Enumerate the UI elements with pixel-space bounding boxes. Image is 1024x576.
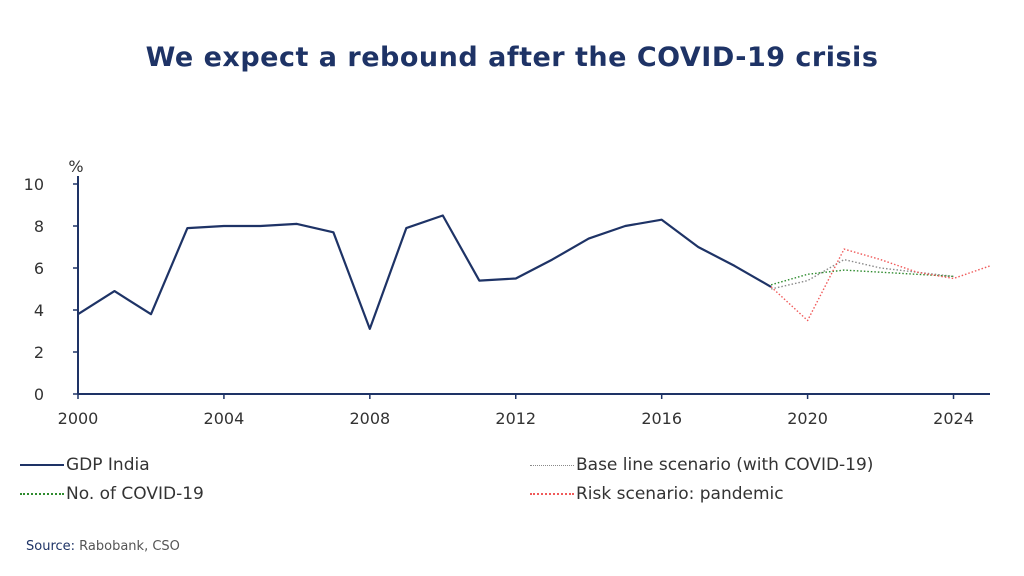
chart-title: We expect a rebound after the COVID-19 c…: [145, 42, 879, 73]
y-axis-unit-label: %: [68, 157, 83, 176]
legend-swatch-covid: [20, 493, 64, 495]
series-line-covid: [770, 269, 954, 286]
legend-label-gdp: GDP India: [66, 455, 150, 475]
y-tick-label: 10: [24, 175, 44, 194]
x-tick-label: 2016: [641, 409, 682, 428]
legend-swatch-base: [530, 464, 574, 466]
x-tick-label: 2008: [349, 409, 390, 428]
source-note: Source: Rabobank, CSO: [26, 539, 180, 554]
legend-item-covid: No. of COVID-19: [20, 484, 204, 504]
y-tick-label: 8: [34, 217, 44, 236]
x-tick-label: 2020: [787, 409, 828, 428]
y-tick-label: 0: [34, 385, 44, 404]
source-text: Rabobank, CSO: [75, 539, 180, 554]
x-tick-label: 2024: [933, 409, 974, 428]
y-tick-label: 2: [34, 343, 44, 362]
y-tick-label: 4: [34, 301, 44, 320]
series-line-base-line: [770, 258, 954, 290]
legend-label-risk: Risk scenario: pandemic: [576, 484, 784, 504]
legend-label-covid: No. of COVID-19: [66, 484, 204, 504]
x-tick-label: 2012: [495, 409, 536, 428]
x-tick-label: 2000: [58, 409, 99, 428]
source-label: Source:: [26, 539, 76, 554]
legend-item-risk: Risk scenario: pandemic: [530, 484, 784, 504]
x-tick-label: 2004: [204, 409, 245, 428]
legend-label-base: Base line scenario (with COVID-19): [576, 455, 874, 475]
series-line-risk-pandemic: [770, 248, 991, 322]
legend-item-base: Base line scenario (with COVID-19): [530, 455, 873, 475]
series-line-gdp-india: [77, 214, 772, 330]
legend-swatch-gdp: [20, 464, 64, 466]
legend-swatch-risk: [530, 493, 574, 495]
legend-item-gdp: GDP India: [20, 455, 150, 475]
y-tick-label: 6: [34, 259, 44, 278]
